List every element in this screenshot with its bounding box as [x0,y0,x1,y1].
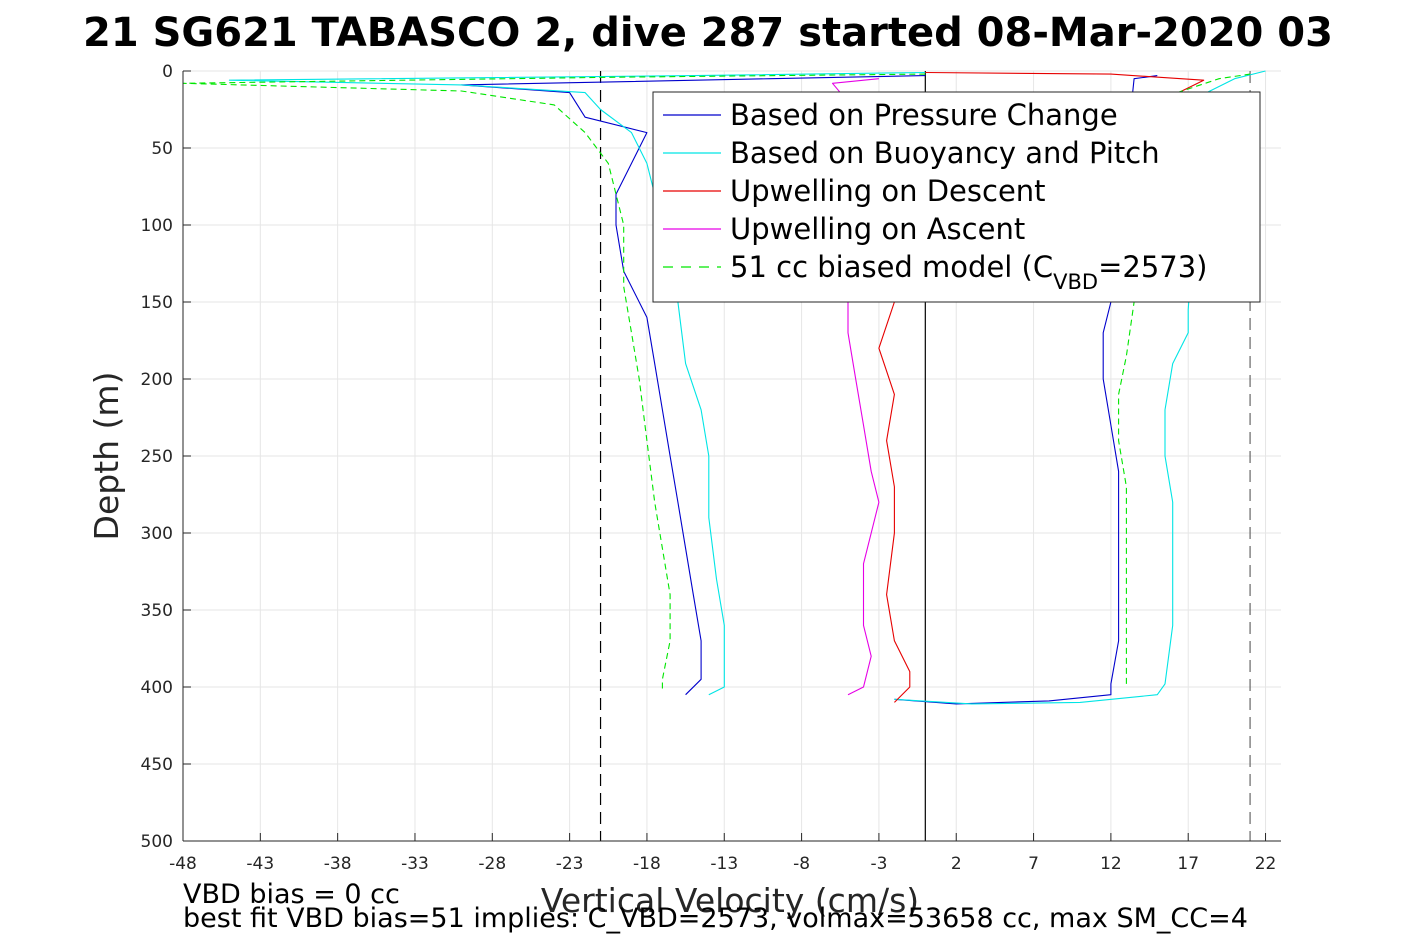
x-tick-label-14: 22 [1255,854,1277,874]
x-tick-label-13: 17 [1177,854,1199,874]
x-tick-label-5: -23 [556,854,584,874]
x-tick-label-6: -18 [633,854,661,874]
axes: -48 -43 -38 -33 -28 -23 -18 -13 -8 -3 2 7 12 17 22 0 50 1… [141,62,1281,874]
x-tick-label-9: -3 [870,854,887,874]
vbd-bias-note: VBD bias = 0 cc [183,879,400,910]
best-fit-note: best fit VBD bias=51 implies: C_VBD=2573… [183,903,1248,934]
x-tick-label-10: 2 [951,854,962,874]
series-4-descent [182,73,926,692]
x-tick-label-1: -43 [246,854,274,874]
legend: Based on Pressure Change Based on Buoyanc… [652,91,1261,303]
y-tick-label-0: 0 [162,62,173,82]
y-tick-label-7: 350 [141,601,173,621]
y-tick-label-6: 300 [141,524,173,544]
x-tick-label-8: -8 [793,854,810,874]
legend-label-2: Upwelling on Descent [730,174,1046,208]
x-tick-label-7: -13 [710,854,738,874]
y-tick-label-3: 150 [141,293,173,313]
y-tick-label-2: 100 [141,216,173,236]
legend-label-1: Based on Buoyancy and Pitch [730,136,1160,170]
y-tick-label-1: 50 [151,139,173,159]
legend-label-0: Based on Pressure Change [730,98,1118,132]
x-tick-label-0: -48 [169,854,197,874]
y-axis-label: Depth (m) [87,372,126,541]
legend-label-3: Upwelling on Ascent [730,212,1025,246]
series-0-ascent [894,75,1158,705]
x-tick-label-3: -33 [401,854,429,874]
y-tick-label-5: 250 [141,447,173,467]
y-tick-label-4: 200 [141,370,173,390]
y-tick-label-8: 400 [141,678,173,698]
chart-title: 21 SG621 TABASCO 2, dive 287 started 08-… [83,10,1333,56]
legend-box [652,91,1261,303]
series-0-descent [460,75,926,696]
x-tick-label-12: 12 [1100,854,1122,874]
x-tick-label-4: -28 [478,854,506,874]
x-tick-label-11: 7 [1028,854,1039,874]
y-tick-label-9: 450 [141,755,173,775]
x-axis-label: Vertical Velocity (cm/s) [541,881,919,920]
x-tick-label-2: -38 [324,854,352,874]
y-tick-label-10: 500 [141,832,173,852]
